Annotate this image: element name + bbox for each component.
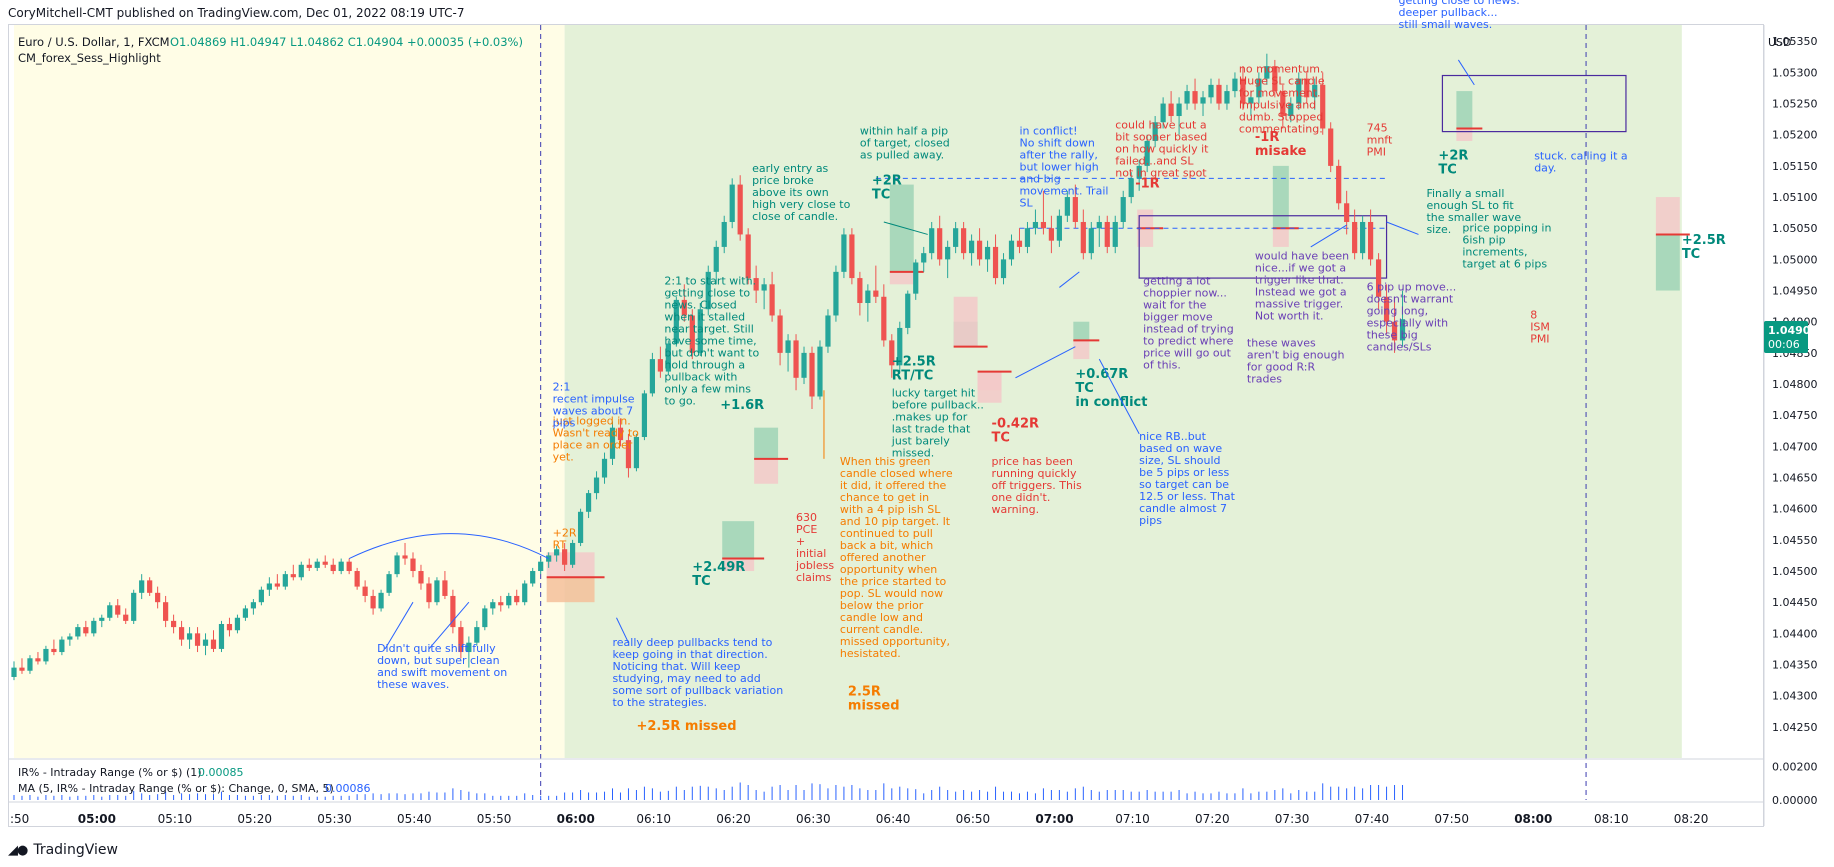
price-tick-label: 1.04950 — [1772, 285, 1818, 298]
price-tick-label: 1.04400 — [1772, 627, 1818, 640]
bar-countdown: 00:06 — [1768, 338, 1800, 351]
price-tick-label: 1.05200 — [1772, 129, 1818, 142]
price-tick-label: 1.05150 — [1772, 160, 1818, 173]
price-tick-label: 1.04500 — [1772, 565, 1818, 578]
price-axis-unit: USD — [1768, 36, 1792, 49]
tradingview-icon: ◢● — [8, 842, 28, 858]
tradingview-brand: TradingView — [33, 842, 118, 858]
price-tick-label: 1.05350 — [1772, 35, 1818, 48]
price-tick-label: 1.05250 — [1772, 98, 1818, 111]
price-tick-label: 1.04300 — [1772, 690, 1818, 703]
publisher-line: CoryMitchell-CMT published on TradingVie… — [8, 6, 465, 20]
price-tick-label: 1.04550 — [1772, 534, 1818, 547]
price-tick-label: 1.05050 — [1772, 222, 1818, 235]
last-price-tag — [1764, 321, 1808, 353]
price-tick-label: 1.04350 — [1772, 659, 1818, 672]
ir-tick-label: 0.00000 — [1772, 794, 1818, 807]
price-tick-label: 1.04250 — [1772, 721, 1818, 734]
price-tick-label: 1.04850 — [1772, 347, 1818, 360]
price-tick-label: 1.04700 — [1772, 440, 1818, 453]
price-tick-label: 1.04750 — [1772, 409, 1818, 422]
chart-frame — [8, 24, 1764, 827]
last-price-label: 1.04904 — [1768, 324, 1818, 337]
tradingview-logo[interactable]: ◢● TradingView — [8, 842, 118, 858]
price-tick-label: 1.05300 — [1772, 66, 1818, 79]
price-tick-label: 1.04800 — [1772, 378, 1818, 391]
price-tick-label: 1.04650 — [1772, 472, 1818, 485]
price-tick-label: 1.05000 — [1772, 253, 1818, 266]
ir-tick-label: 0.00200 — [1772, 761, 1818, 774]
price-axis[interactable]: 1.04250 1.04300 1.04350 1.04400 1.04450 1.045… — [1772, 35, 1818, 734]
price-tick-label: 1.04900 — [1772, 316, 1818, 329]
price-tick-label: 1.04450 — [1772, 596, 1818, 609]
price-tick-label: 1.05100 — [1772, 191, 1818, 204]
price-tick-label: 1.04600 — [1772, 503, 1818, 516]
